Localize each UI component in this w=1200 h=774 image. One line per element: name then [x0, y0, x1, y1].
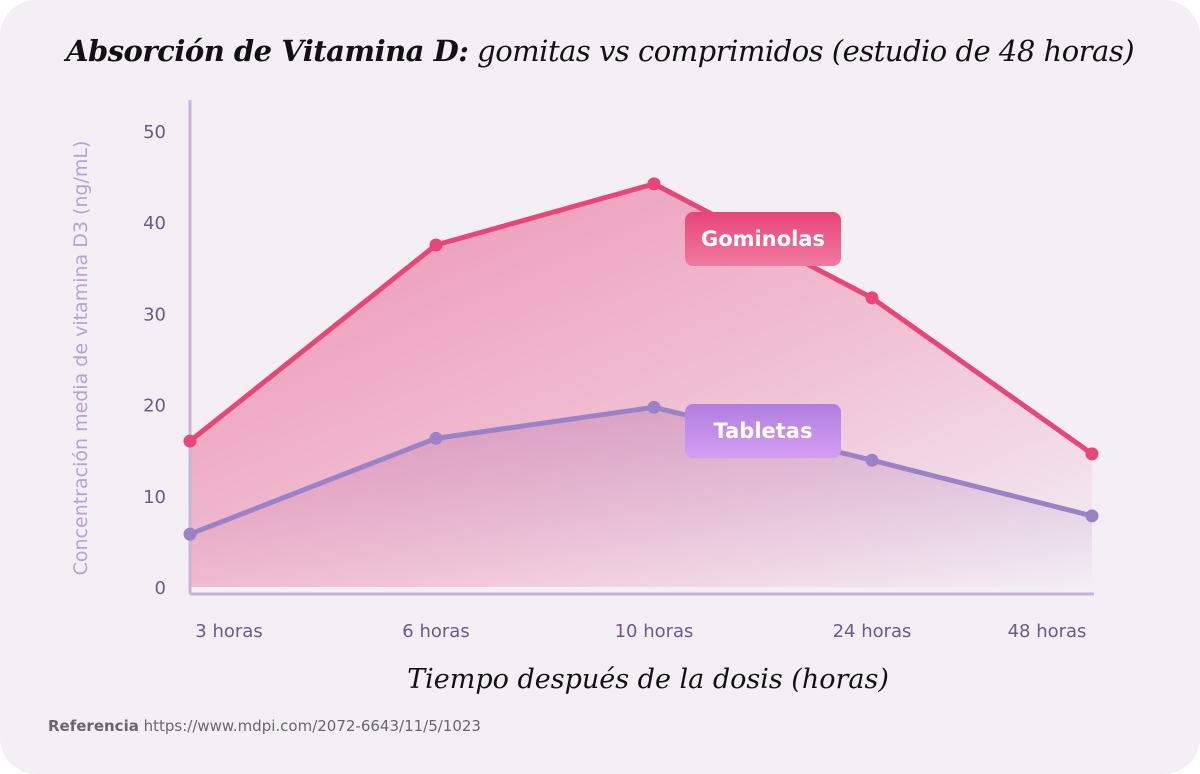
- x-tick-label: 6 horas: [402, 621, 469, 642]
- point-tabletas: [647, 400, 661, 414]
- point-gominolas: [429, 238, 443, 252]
- series-tag-gominolas-label: Gominolas: [701, 227, 825, 251]
- x-tick-labels: 3 horas 6 horas 10 horas 24 horas 48 horas: [195, 621, 1086, 642]
- chart-title: Absorción de Vitamina D: gomitas vs comp…: [0, 34, 1200, 68]
- y-tick-label: 0: [155, 578, 166, 599]
- y-tick-label: 30: [143, 304, 166, 325]
- reference-link[interactable]: https://www.mdpi.com/2072-6643/11/5/1023: [143, 717, 481, 735]
- y-tick-label: 40: [143, 213, 166, 234]
- x-tick-label: 24 horas: [833, 621, 912, 642]
- x-tick-label: 48 horas: [1008, 621, 1087, 642]
- point-gominolas: [1085, 447, 1099, 461]
- y-tick-label: 20: [143, 396, 166, 417]
- series-points: [183, 177, 1099, 541]
- x-axis-label: Tiempo después de la dosis (horas): [407, 664, 889, 695]
- reference-footer: Referencia https://www.mdpi.com/2072-664…: [48, 717, 481, 735]
- reference-label: Referencia: [48, 717, 139, 735]
- series-areas: [190, 183, 1092, 587]
- y-axis-label: Concentración media de vitamina D3 (ng/m…: [70, 141, 92, 576]
- series-tag-tabletas: Tabletas: [685, 404, 841, 458]
- series-tag-gominolas: Gominolas: [685, 212, 841, 266]
- point-gominolas: [865, 291, 879, 305]
- point-tabletas: [1085, 509, 1099, 523]
- y-tick-label: 10: [143, 487, 166, 508]
- y-tick-label: 50: [143, 122, 166, 143]
- series-tag-tabletas-label: Tabletas: [714, 419, 813, 443]
- chart-title-rest: gomitas vs comprimidos (estudio de 48 ho…: [468, 34, 1135, 68]
- point-tabletas: [865, 453, 879, 467]
- point-gominolas: [183, 434, 197, 448]
- y-tick-labels: 0 10 20 30 40 50: [143, 122, 166, 599]
- point-tabletas: [183, 527, 197, 541]
- x-tick-label: 3 horas: [195, 621, 262, 642]
- series-tag-tabletas-bg: [685, 404, 841, 458]
- x-tick-label: 10 horas: [615, 621, 694, 642]
- series-tag-gominolas-bg: [685, 212, 841, 266]
- point-tabletas: [429, 431, 443, 445]
- chart-title-bold: Absorción de Vitamina D:: [65, 34, 469, 68]
- point-gominolas: [647, 177, 661, 191]
- area-gominolas: [190, 183, 1092, 587]
